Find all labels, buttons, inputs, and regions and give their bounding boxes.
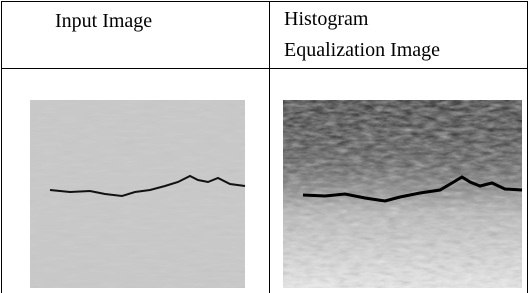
input-image: [30, 100, 245, 288]
page: Input Image Histogram Equalization Image: [0, 0, 530, 293]
header-cell: Histogram Equalization Image: [284, 4, 469, 66]
header-cell: Input Image: [55, 6, 152, 37]
equalized-image: [283, 100, 522, 288]
